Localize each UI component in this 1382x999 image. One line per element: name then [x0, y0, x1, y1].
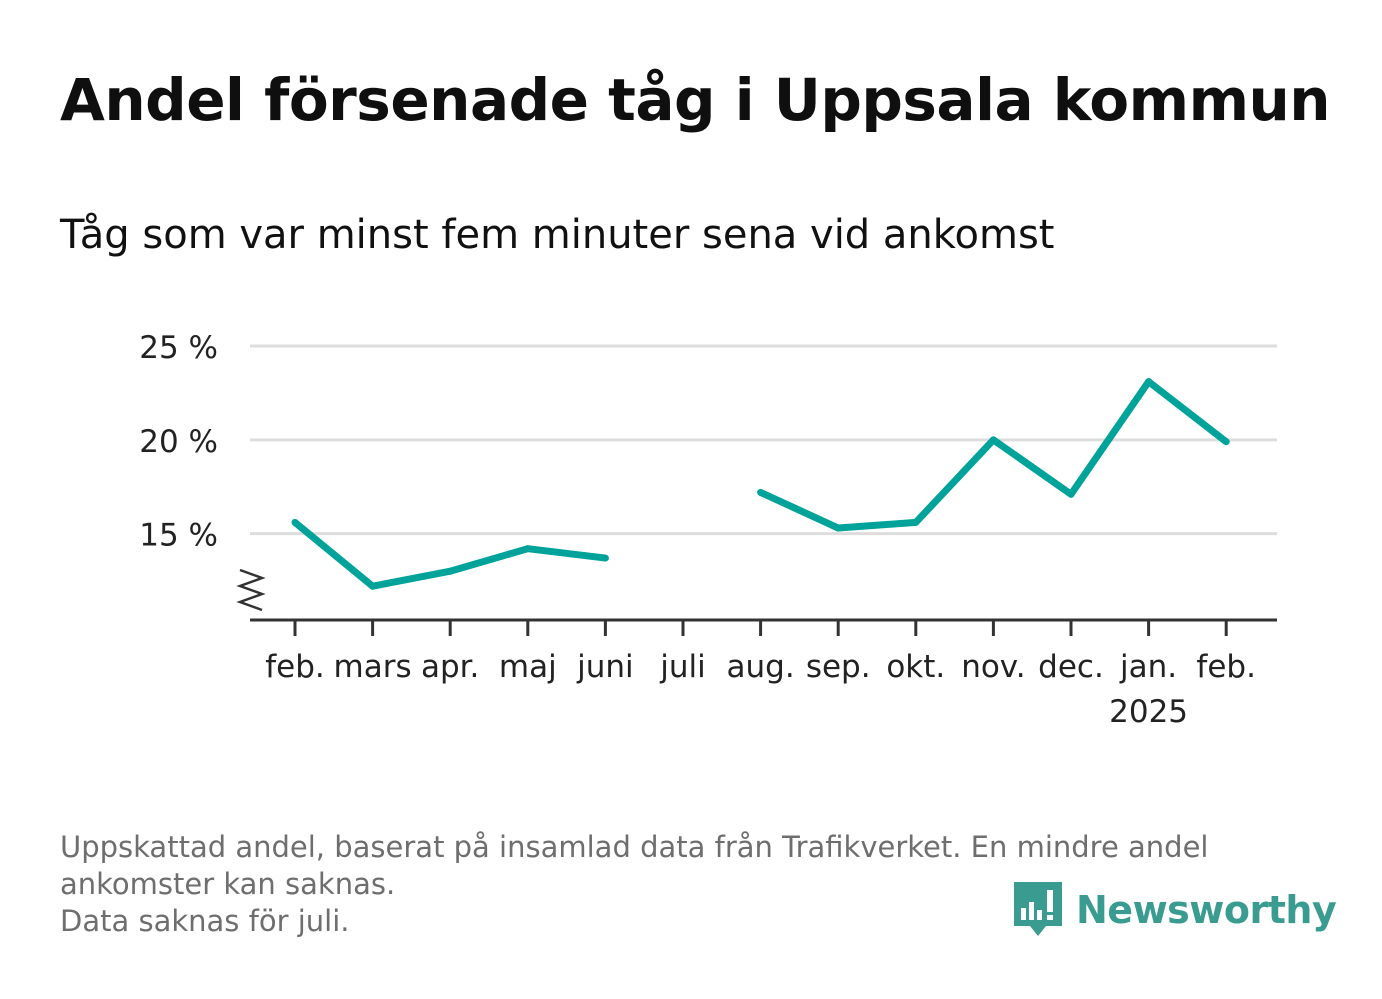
brand-logo: Newsworthy: [1012, 880, 1337, 940]
x-tick-label: juli: [659, 649, 706, 685]
y-tick-label: 20 %: [139, 424, 218, 460]
data-point: [1145, 378, 1153, 386]
y-axis-ticks: 15 % 20 % 25 %: [139, 330, 218, 554]
x-tick-label: aug.: [727, 649, 795, 685]
x-axis-ticks: feb. mars apr. maj juni juli aug. sep. okt. nov. d…: [265, 620, 1256, 730]
x-tick-label: mars: [334, 649, 412, 685]
axis-break-icon: [236, 568, 266, 612]
x-tick-label: feb.: [1196, 649, 1256, 685]
x-tick-label: feb.: [265, 649, 325, 685]
footnote-line-1: Uppskattad andel, baserat på insamlad da…: [60, 830, 1209, 864]
x-tick-label: juni: [576, 649, 634, 685]
newsworthy-logo-icon: [1014, 882, 1062, 936]
chart-title: Andel försenade tåg i Uppsala kommun: [60, 66, 1331, 134]
footnote-line-3: Data saknas för juli.: [60, 904, 350, 938]
data-point: [601, 554, 609, 562]
data-point: [524, 545, 532, 553]
series-line-segment: [759, 378, 1229, 532]
footnote: Uppskattad andel, baserat på insamlad da…: [60, 829, 1208, 940]
x-tick-label: dec.: [1038, 649, 1104, 685]
brand-name: Newsworthy: [1076, 888, 1337, 932]
x-tick-label: okt.: [886, 649, 945, 685]
data-point: [446, 567, 454, 575]
x-tick-label: nov.: [961, 649, 1025, 685]
footnote-line-2: ankomster kan saknas.: [60, 867, 396, 901]
data-point: [369, 582, 377, 590]
x-tick-label: apr.: [421, 649, 479, 685]
series-lines: [291, 378, 1230, 590]
x-year-label: 2025: [1109, 694, 1188, 730]
chart-subtitle: Tåg som var minst fem minuter sena vid a…: [60, 212, 1055, 258]
series-line-segment: [292, 519, 606, 590]
x-tick-label: jan.: [1119, 649, 1177, 685]
y-tick-label: 15 %: [139, 518, 218, 554]
data-point: [291, 518, 299, 526]
data-point: [834, 524, 842, 532]
data-point: [989, 436, 997, 444]
data-point: [912, 518, 920, 526]
data-point: [757, 488, 765, 496]
data-point: [1067, 490, 1075, 498]
gridlines: [250, 344, 1277, 536]
y-tick-label: 25 %: [139, 330, 218, 366]
x-axis: [236, 568, 1277, 622]
x-tick-label: maj: [499, 649, 557, 685]
data-point: [1222, 438, 1230, 446]
x-tick-label: sep.: [806, 649, 871, 685]
